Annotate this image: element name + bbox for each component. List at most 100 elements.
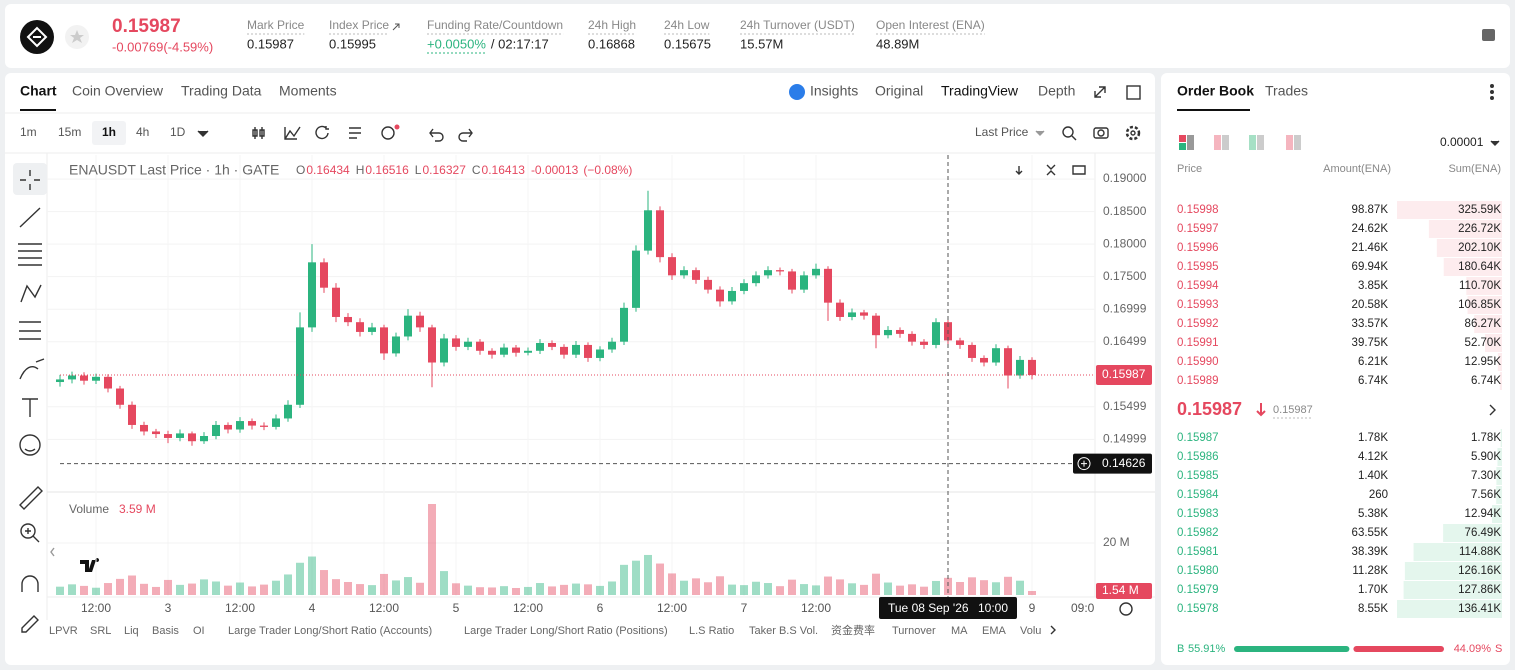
book-tab[interactable]: Order Book [1177,83,1254,99]
ohlc-value: 0.16434 [306,163,350,177]
indicator[interactable]: OI [193,625,205,637]
column-header: Price [1177,163,1202,175]
indicator[interactable]: SRL [90,625,111,637]
candle-body [920,341,928,345]
candle-body [272,418,280,427]
indicator[interactable]: Large Trader Long/Short Ratio (Positions… [464,625,668,637]
candle-body [824,268,832,303]
ticker-bar [5,4,1510,68]
indicator[interactable]: MA [951,625,968,637]
book-sum: 5.90K [1471,451,1501,463]
view-tab[interactable]: Depth [1038,83,1075,99]
depth-bar [1466,277,1502,295]
book-sum: 7.30K [1471,470,1501,482]
book-sum: 12.95K [1465,356,1502,368]
candle-body [176,433,184,438]
sell-label: S [1495,643,1502,655]
book-price: 0.15987 [1177,432,1219,444]
candle-body [80,375,88,381]
precision-select[interactable]: 0.00001 [1440,135,1484,149]
interval[interactable]: 4h [136,125,149,139]
indicator[interactable]: Volu [1020,625,1041,637]
book-price: 0.15983 [1177,508,1219,520]
depth-bar [1443,524,1502,542]
book-sum: 1.78K [1471,432,1501,444]
tab[interactable]: Coin Overview [72,83,164,99]
depth-bar [1403,581,1502,599]
candle-body [560,346,568,355]
ohlc-change: -0.00013 [531,163,579,177]
candle-body [188,433,196,442]
book-sum: 126.16K [1458,565,1501,577]
indicator[interactable]: Basis [152,625,179,637]
volume-bar [884,582,892,595]
indicator[interactable]: Liq [124,625,139,637]
depth-bar [1397,201,1502,219]
candle-body [872,315,880,336]
view-tab[interactable]: Insights [810,83,858,99]
volume-bar [920,586,928,595]
tab[interactable]: Trading Data [181,83,262,99]
column-header: Amount(ENA) [1323,163,1391,175]
book-amount: 69.94K [1352,261,1389,273]
book-tab[interactable]: Trades [1265,83,1308,99]
tab[interactable]: Chart [20,83,57,99]
book-price: 0.15980 [1177,565,1219,577]
stat-label: Funding Rate/Countdown [427,18,563,32]
book-price: 0.15984 [1177,489,1219,501]
candle-body [164,434,172,438]
depth-bar [1474,315,1502,333]
price-tick-label: 0.14999 [1103,431,1147,445]
volume-bar [524,586,532,595]
price-tick-label: 0.15499 [1103,399,1147,413]
ohlc-key: H [356,163,365,177]
volume-bar [704,582,712,595]
volume-bar [716,576,724,595]
indicator[interactable]: Large Trader Long/Short Ratio (Accounts) [228,625,432,637]
interval[interactable]: 1h [102,125,116,139]
volume-bar [116,578,124,595]
book-price: 0.15991 [1177,337,1219,349]
volume-bar [620,564,628,595]
add-alert-icon[interactable] [1077,457,1091,471]
view-tab[interactable]: TradingView [941,83,1019,99]
book-amount: 260 [1369,489,1388,501]
drawing-tools[interactable] [13,83,1500,635]
volume-bar [92,587,100,595]
interval[interactable]: 1m [20,125,37,139]
candle-body [140,424,148,432]
candle-body [284,404,292,419]
notes-button[interactable] [1482,29,1495,41]
interval[interactable]: 1D [170,125,186,139]
candle-body [908,333,916,342]
candle-body [128,404,136,425]
indicator[interactable]: EMA [982,625,1007,637]
candle-body [596,349,604,358]
interval[interactable]: 15m [58,125,81,139]
sell-ratio-bar [1353,646,1444,652]
stat-label: 24h Turnover (USDT) [740,18,855,32]
price-type[interactable]: Last Price [975,125,1029,139]
indicator[interactable]: 资金费率 [831,623,875,637]
volume-bar [80,585,88,595]
book-view-icons[interactable] [1179,135,1301,150]
ohlc-value: 0.16516 [365,163,409,177]
candle-body [440,338,448,363]
last-price-label: 0.15987 [1102,367,1146,381]
indicator[interactable]: Taker B.S Vol. [749,625,818,637]
ohlc-value: 0.16327 [422,163,466,177]
view-tab[interactable]: Original [875,83,923,99]
indicator[interactable]: LPVR [49,625,78,637]
indicator[interactable]: Turnover [892,625,936,637]
indicator[interactable]: L.S Ratio [689,625,734,637]
add-alert-plus [1081,460,1087,467]
depth-bar [1404,562,1502,580]
tab[interactable]: Moments [279,83,337,99]
candle-body [788,271,796,290]
book-price: 0.15986 [1177,451,1219,463]
toolbar-icons[interactable] [197,84,1141,142]
volume-bar [668,573,676,595]
book-price: 0.15981 [1177,546,1219,558]
volume-bar [176,584,184,595]
